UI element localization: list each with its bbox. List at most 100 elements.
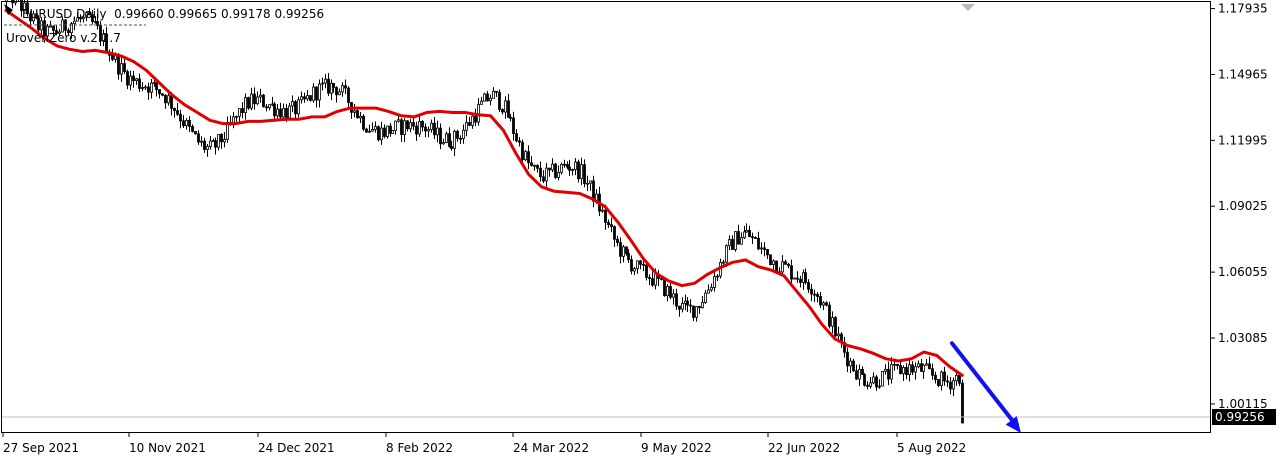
candle-body <box>689 304 692 307</box>
candle-body <box>925 363 928 366</box>
time-axis-label: 8 Feb 2022 <box>386 441 453 455</box>
candle-body <box>681 302 684 310</box>
candle-body <box>722 261 725 264</box>
candle-body <box>663 278 666 297</box>
candle-body <box>504 100 507 113</box>
candle-body <box>403 120 406 136</box>
candle-body <box>781 261 784 273</box>
candle-body <box>76 17 79 22</box>
candle-body <box>772 260 775 265</box>
candle-body <box>515 133 518 142</box>
candle-body <box>616 238 619 243</box>
candle-body <box>471 115 474 126</box>
candle-body <box>899 365 902 375</box>
candle-body <box>453 130 456 149</box>
symbol-triangle-icon <box>4 4 13 15</box>
candle-body <box>279 108 282 118</box>
candle-body <box>409 122 412 130</box>
candle-body <box>412 122 415 127</box>
candle-body <box>861 368 864 375</box>
candle-body <box>161 93 164 96</box>
candle-body <box>819 296 822 306</box>
price-axis[interactable]: 1.17935 1.14965 1.11995 1.09025 1.06055 1.030… <box>1210 2 1268 411</box>
candle-body <box>946 380 949 383</box>
candle-body <box>155 82 158 91</box>
candle-body <box>465 122 468 131</box>
candle-body <box>793 277 796 280</box>
time-axis-label: 10 Nov 2021 <box>129 441 206 455</box>
candle-body <box>179 113 182 122</box>
candle-body <box>610 224 613 228</box>
candle-body <box>391 130 394 134</box>
candle-body <box>790 265 793 280</box>
candle-body <box>557 171 560 178</box>
candle-body <box>949 381 952 390</box>
candle-body <box>943 371 946 382</box>
candle-body <box>312 86 315 101</box>
candle-body <box>940 371 943 387</box>
candle-body <box>710 287 713 291</box>
candle-body <box>353 110 356 113</box>
candle-body <box>306 95 309 100</box>
candle-body <box>144 86 147 89</box>
chart-shift-marker-icon[interactable] <box>961 4 975 11</box>
candle-body <box>766 249 769 256</box>
candles-group <box>5 0 964 424</box>
candle-body <box>291 101 294 107</box>
candle-body <box>769 254 772 265</box>
candle-body <box>574 161 577 170</box>
candle-body <box>837 333 840 337</box>
candle-body <box>129 75 132 86</box>
candle-body <box>704 292 707 303</box>
candle-body <box>377 126 380 141</box>
candle-body <box>731 239 734 250</box>
candle-body <box>439 127 442 145</box>
candle-body <box>96 21 99 27</box>
candle-body <box>327 78 330 94</box>
candle-body <box>250 93 253 109</box>
candle-body <box>740 237 743 245</box>
candle-body <box>754 237 757 239</box>
candle-body <box>147 86 150 93</box>
candle-body <box>126 71 129 86</box>
candle-body <box>855 370 858 380</box>
candle-body <box>191 126 194 132</box>
candle-body <box>185 119 188 127</box>
candle-body <box>217 134 220 148</box>
time-axis[interactable]: 27 Sep 2021 10 Nov 2021 24 Dec 2021 8 Feb 2… <box>2 432 966 455</box>
candle-body <box>235 115 238 118</box>
candle-body <box>480 100 483 105</box>
candle-body <box>660 278 663 280</box>
candle-body <box>648 277 651 280</box>
candle-body <box>52 25 55 31</box>
candle-body <box>324 78 327 84</box>
candle-body <box>88 12 91 16</box>
candle-body <box>150 82 153 93</box>
candle-body <box>424 126 427 132</box>
candle-body <box>61 19 64 33</box>
candle-body <box>743 231 746 239</box>
candle-body <box>73 20 76 25</box>
candle-body <box>450 146 453 149</box>
candle-body <box>332 82 335 88</box>
candle-body <box>642 263 645 266</box>
candle-body <box>164 94 167 104</box>
candle-body <box>701 302 704 309</box>
candle-body <box>784 261 787 265</box>
candle-body <box>695 306 698 318</box>
candle-body <box>341 85 344 93</box>
price-axis-label: 1.09025 <box>1218 199 1268 213</box>
candle-body <box>760 247 763 250</box>
candle-body <box>849 360 852 367</box>
candle-body <box>622 246 625 257</box>
candle-body <box>530 162 533 166</box>
candle-body <box>29 13 32 22</box>
price-axis-label: 1.14965 <box>1218 67 1268 81</box>
candle-body <box>554 163 557 178</box>
candle-body <box>26 2 29 15</box>
candle-body <box>288 105 291 119</box>
candle-body <box>675 293 678 307</box>
